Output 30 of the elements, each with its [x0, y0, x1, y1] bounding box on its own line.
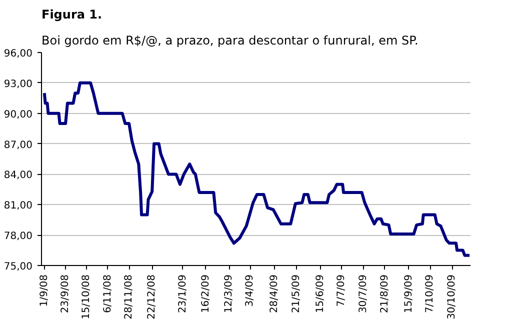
x-tick-label: 1/9/08	[38, 274, 50, 307]
y-tick-label: 93,00	[4, 78, 33, 90]
y-tick-label: 75,00	[4, 262, 33, 272]
x-tick-label: 15/6/09	[314, 274, 326, 314]
line-series	[42, 81, 470, 257]
y-tick-label: 84,00	[4, 170, 33, 182]
x-tick-label: 7/7/09	[336, 274, 348, 307]
x-tick-label: 28/4/09	[268, 274, 280, 314]
x-tick-label: 22/12/08	[146, 274, 158, 320]
x-tick-label: 30/10/09	[446, 274, 458, 320]
chart-title: Figura 1.	[42, 8, 102, 22]
chart-subtitle: Boi gordo em R$/@, a prazo, para descontar o funrural, em SP.	[42, 34, 418, 48]
x-tick-label: 21/5/09	[290, 274, 302, 314]
y-tick-label: 78,00	[4, 231, 33, 242]
y-tick-label: 90,00	[4, 109, 33, 120]
x-tick-label: 6/11/08	[102, 274, 114, 314]
x-tick-label: 3/4/09	[244, 274, 256, 307]
x-tick-label: 15/10/08	[81, 274, 92, 320]
y-tick-label: 87,00	[4, 140, 33, 151]
x-tick-label: 23/9/08	[60, 274, 72, 314]
x-tick-label: 28/11/08	[124, 274, 135, 320]
x-tick-label: 21/8/09	[379, 274, 390, 314]
x-tick-label: 30/7/09	[358, 274, 370, 314]
x-tick-label: 7/10/09	[424, 274, 436, 314]
x-tick-label: 15/9/09	[403, 274, 414, 314]
x-tick-label: 23/1/09	[177, 274, 188, 314]
y-tick-label: 96,00	[4, 48, 33, 60]
x-tick-label: 12/3/09	[224, 274, 235, 314]
x-tick-label: 16/2/09	[200, 274, 212, 314]
y-tick-label: 81,00	[4, 200, 33, 212]
